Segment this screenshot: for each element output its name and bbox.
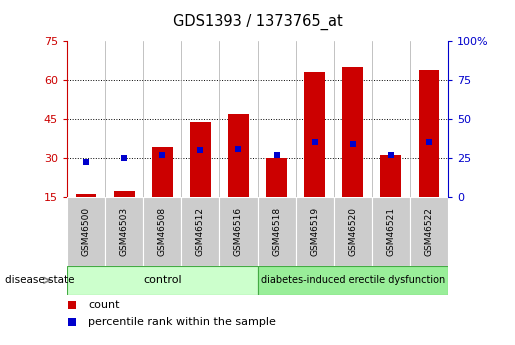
Text: disease state: disease state <box>5 275 75 285</box>
Bar <box>296 197 334 266</box>
Bar <box>304 72 325 197</box>
Text: GSM46522: GSM46522 <box>424 207 434 256</box>
Bar <box>410 197 448 266</box>
Bar <box>152 148 173 197</box>
Bar <box>181 197 219 266</box>
Bar <box>219 197 258 266</box>
Bar <box>105 197 143 266</box>
Text: GDS1393 / 1373765_at: GDS1393 / 1373765_at <box>173 14 342 30</box>
Bar <box>258 266 448 295</box>
Bar <box>342 67 363 197</box>
Bar <box>228 114 249 197</box>
Bar <box>381 155 401 197</box>
Bar <box>143 197 181 266</box>
Text: percentile rank within the sample: percentile rank within the sample <box>88 317 276 327</box>
Bar <box>190 122 211 197</box>
Text: diabetes-induced erectile dysfunction: diabetes-induced erectile dysfunction <box>261 275 445 285</box>
Text: GSM46500: GSM46500 <box>81 207 91 256</box>
Text: GSM46521: GSM46521 <box>386 207 396 256</box>
Bar <box>266 158 287 197</box>
Text: count: count <box>88 300 119 309</box>
Text: GSM46503: GSM46503 <box>119 207 129 256</box>
Text: GSM46520: GSM46520 <box>348 207 357 256</box>
Text: GSM46518: GSM46518 <box>272 207 281 256</box>
Bar <box>258 197 296 266</box>
Bar <box>334 197 372 266</box>
Bar <box>419 70 439 197</box>
Text: GSM46519: GSM46519 <box>310 207 319 256</box>
Bar <box>67 197 105 266</box>
Text: GSM46508: GSM46508 <box>158 207 167 256</box>
Bar <box>76 194 96 197</box>
Text: control: control <box>143 275 182 285</box>
Bar <box>372 197 410 266</box>
Bar <box>114 191 134 197</box>
Text: GSM46512: GSM46512 <box>196 207 205 256</box>
Text: GSM46516: GSM46516 <box>234 207 243 256</box>
Bar <box>67 266 258 295</box>
